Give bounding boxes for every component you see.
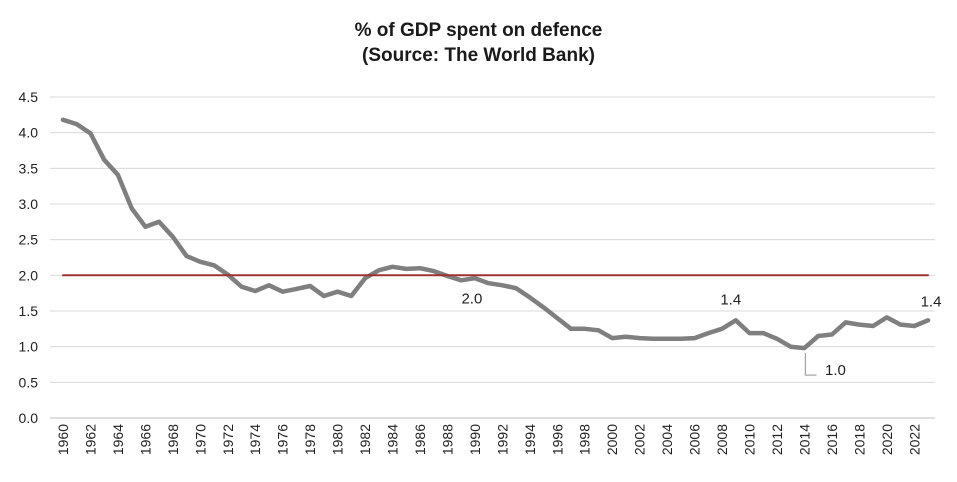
y-tick-label: 4.0 [19,125,39,141]
x-tick-label: 1998 [577,424,593,455]
data-label: 1.4 [921,293,942,310]
y-tick-label: 3.5 [19,160,39,176]
x-tick-label: 1990 [467,424,483,455]
x-tick-label: 1984 [385,424,401,455]
x-tick-label: 1966 [137,424,153,455]
x-tick-label: 2012 [769,424,785,455]
y-tick-label: 3.0 [19,196,39,212]
chart-title-block: % of GDP spent on defence (Source: The W… [0,18,957,68]
x-tick-label: 1994 [522,424,538,455]
x-axis: 1960 1962 1964 1966 1968 1970 1972 1974 1976 1978… [55,424,922,455]
y-tick-label: 2.5 [19,232,39,248]
chart-title: % of GDP spent on defence [354,20,603,41]
x-tick-label: 2008 [714,424,730,455]
x-tick-label: 1980 [330,424,346,455]
x-tick-label: 2010 [742,424,758,455]
x-tick-label: 1960 [55,424,71,455]
chart-subtitle: (Source: The World Bank) [362,45,595,66]
x-tick-label: 1992 [494,424,510,455]
x-tick-label: 2020 [879,424,895,455]
x-tick-label: 1996 [549,424,565,455]
x-tick-label: 2002 [632,424,648,455]
x-tick-label: 2022 [906,424,922,455]
x-tick-label: 2000 [604,424,620,455]
x-tick-label: 1982 [357,424,373,455]
x-tick-label: 1986 [412,424,428,455]
x-tick-label: 1972 [220,424,236,455]
gridlines [50,96,935,419]
y-axis: 0.0 0.5 1.0 1.5 2.0 2.5 3.0 3.5 4.0 4.5 [19,89,39,426]
y-tick-label: 0.0 [19,410,39,426]
y-tick-label: 2.0 [19,267,39,283]
x-tick-label: 2016 [824,424,840,455]
x-tick-label: 1962 [82,424,98,455]
x-tick-label: 1976 [275,424,291,455]
x-tick-label: 2018 [851,424,867,455]
x-tick-label: 1970 [192,424,208,455]
defence-spending-line [60,117,931,351]
y-tick-label: 4.5 [19,89,39,105]
y-tick-label: 1.0 [19,339,39,355]
x-tick-label: 1964 [110,424,126,455]
x-tick-label: 2006 [687,424,703,455]
data-label: 2.0 [461,290,482,307]
x-tick-label: 2004 [659,424,675,455]
x-tick-label: 1974 [247,424,263,455]
data-label: 1.0 [825,362,846,379]
data-labels: 2.0 1.4 1.0 1.4 [461,290,941,379]
x-tick-label: 2014 [796,424,812,455]
data-label: 1.4 [720,291,741,308]
x-tick-label: 1978 [302,424,318,455]
x-tick-label: 1968 [165,424,181,455]
y-tick-label: 1.5 [19,303,39,319]
y-tick-label: 0.5 [19,374,39,390]
x-tick-label: 1988 [439,424,455,455]
label-leader-line [804,353,817,376]
series-lines [60,117,931,351]
